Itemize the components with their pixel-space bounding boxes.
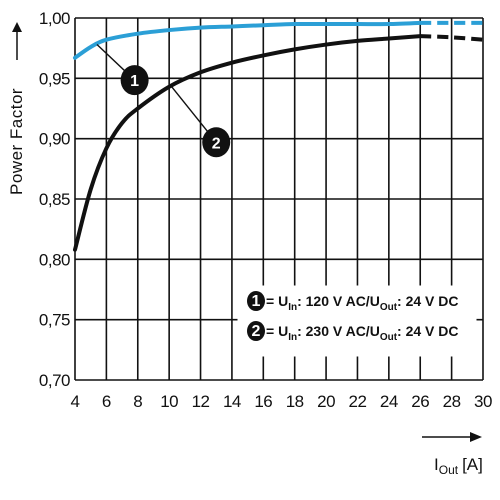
series-2-marker bbox=[202, 127, 231, 158]
y-tick-label: 0,95 bbox=[39, 69, 70, 88]
x-axis-title: IOut [A] bbox=[422, 432, 483, 477]
legend-entry-part: : 24 V DC bbox=[397, 323, 458, 339]
legend-entry-part: Out bbox=[380, 332, 398, 343]
series-1-marker-label: 1 bbox=[130, 73, 139, 90]
legend-entry-1: = UIn: 120 V AC/UOut: 24 V DC bbox=[266, 293, 459, 313]
legend-badge-1 bbox=[247, 291, 265, 311]
legend-badge-2 bbox=[247, 321, 265, 341]
series-1-marker bbox=[120, 65, 149, 96]
legend-entry-part: = U bbox=[266, 323, 288, 339]
legend-badge-number: 2 bbox=[252, 323, 261, 340]
series-2-line bbox=[73, 34, 423, 252]
legend-box bbox=[237, 285, 477, 357]
legend-entry-part: In bbox=[288, 302, 297, 313]
x-tick-label: 28 bbox=[443, 392, 461, 411]
x-axis-label-main: I bbox=[434, 455, 439, 474]
y-tick-label: 1,00 bbox=[39, 9, 70, 28]
x-tick-label: 10 bbox=[160, 392, 178, 411]
y-axis-label: Power Factor bbox=[7, 88, 26, 195]
y-tick-label: 0,80 bbox=[39, 250, 70, 269]
x-axis-label-sub: Out bbox=[439, 463, 459, 477]
x-tick-label: 14 bbox=[223, 392, 241, 411]
series-markers: 12 bbox=[96, 44, 231, 158]
x-tick-label: 6 bbox=[102, 392, 111, 411]
y-tick-label: 0,70 bbox=[39, 371, 70, 390]
x-tick-label: 26 bbox=[411, 392, 429, 411]
y-tick-label: 0,90 bbox=[39, 130, 70, 149]
x-tick-label: 18 bbox=[286, 392, 304, 411]
x-tick-label: 30 bbox=[474, 392, 492, 411]
y-tick-label: 0,85 bbox=[39, 190, 70, 209]
series-1-line bbox=[73, 20, 423, 60]
x-tick-labels: 4 6 8 10 12 14 16 18 20 22 24 26 28 30 bbox=[71, 392, 493, 411]
x-tick-label: 22 bbox=[349, 392, 367, 411]
x-axis-arrow-head bbox=[470, 432, 482, 442]
y-tick-labels: 0,70 0,75 0,80 0,85 0,90 0,95 1,00 bbox=[39, 9, 71, 390]
x-tick-label: 20 bbox=[317, 392, 335, 411]
legend-entry-part: : 230 V AC/U bbox=[297, 323, 380, 339]
legend-entry-part: In bbox=[288, 332, 297, 343]
x-axis-label-unit: [A] bbox=[462, 455, 483, 474]
legend-entry-2: = UIn: 230 V AC/UOut: 24 V DC bbox=[266, 323, 459, 343]
legend-entry-part: Out bbox=[380, 302, 398, 313]
x-tick-label: 16 bbox=[254, 392, 272, 411]
series-layer bbox=[73, 20, 484, 252]
series-2-marker-label: 2 bbox=[212, 135, 221, 152]
legend: 1 = UIn: 120 V AC/UOut: 24 V DC2 = UIn: 23… bbox=[237, 285, 477, 357]
legend-entry-part: : 120 V AC/U bbox=[297, 293, 380, 309]
legend-entry-part: : 24 V DC bbox=[397, 293, 458, 309]
series-2-dashed-extension bbox=[420, 34, 484, 42]
y-axis-arrow-head bbox=[12, 22, 22, 32]
x-tick-label: 12 bbox=[192, 392, 210, 411]
x-tick-label: 24 bbox=[380, 392, 398, 411]
x-tick-label: 8 bbox=[133, 392, 142, 411]
legend-entry-part: = U bbox=[266, 293, 288, 309]
x-axis-label-text: IOut [A] bbox=[434, 455, 483, 477]
x-tick-label: 4 bbox=[71, 392, 80, 411]
legend-badge-number: 1 bbox=[252, 293, 261, 310]
y-axis-title: Power Factor bbox=[7, 22, 26, 195]
y-tick-label: 0,75 bbox=[39, 311, 70, 330]
